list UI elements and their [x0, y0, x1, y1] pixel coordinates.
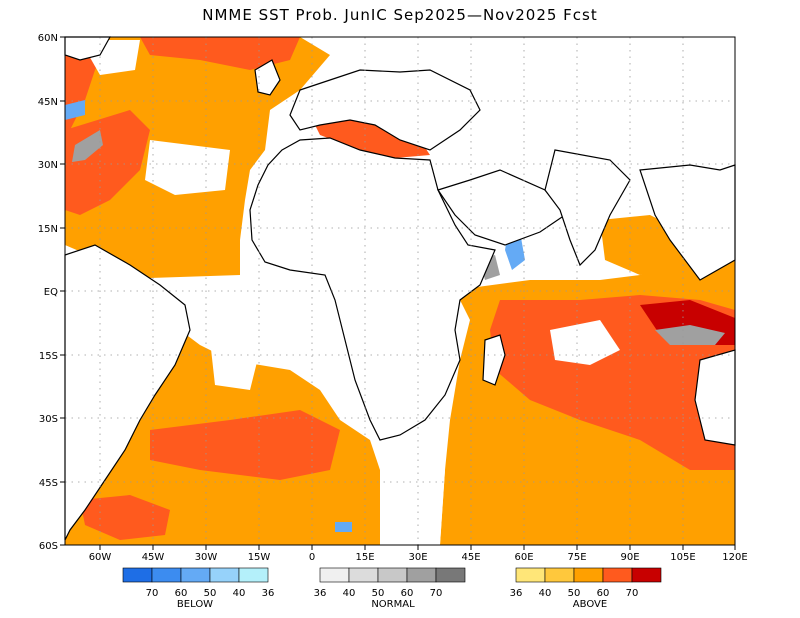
lon-label: 30W: [195, 552, 218, 563]
lat-label: 15S: [39, 351, 58, 362]
legend-tick: 60: [401, 588, 414, 599]
lon-label: 0: [309, 552, 315, 563]
graticule: [65, 37, 735, 545]
legend-tick: 50: [568, 588, 581, 599]
lon-label: 45W: [142, 552, 165, 563]
above-region-labrador: [140, 37, 300, 70]
lat-label: 60S: [39, 541, 58, 552]
legend-tick: 40: [233, 588, 246, 599]
india-outline: [544, 149, 631, 267]
legend-title-normal: NORMAL: [371, 599, 415, 610]
uk-outline: [254, 59, 281, 96]
legend-tick: 40: [343, 588, 356, 599]
tick-marks: [60, 36, 736, 550]
australia-outline: [694, 349, 736, 446]
legend-swatch: [122, 567, 153, 583]
legend-title-below: BELOW: [177, 599, 213, 610]
legend-tick: 70: [146, 588, 159, 599]
land-masses: [64, 36, 736, 541]
south-america-outline: [64, 244, 191, 541]
no-signal-gap-indian: [550, 320, 620, 365]
europe-outline: [289, 69, 481, 151]
lon-label: 30E: [408, 552, 427, 563]
longitude-labels: 60W 45W 30W 15W 0 15E 30E 45E 60E 75E 90…: [89, 552, 748, 563]
legend-swatch: [435, 567, 466, 583]
lon-label: 90E: [620, 552, 639, 563]
lat-label: 45N: [38, 97, 58, 108]
legend-swatch: [319, 567, 350, 583]
legend-tick: 60: [175, 588, 188, 599]
legend-normal: 36 40 50 60 70 NORMAL: [314, 567, 466, 610]
no-signal-gap-south-atlantic: [210, 340, 260, 390]
legend-tick: 50: [372, 588, 385, 599]
legend-tick: 40: [539, 588, 552, 599]
legend-above: 36 40 50 60 70 ABOVE: [510, 567, 662, 610]
legend-tick: 36: [262, 588, 275, 599]
lon-label: 120E: [722, 552, 747, 563]
lon-label: 60E: [514, 552, 533, 563]
lon-label: 75E: [567, 552, 586, 563]
legend-title-above: ABOVE: [573, 599, 607, 610]
lon-label: 15W: [248, 552, 271, 563]
lat-label: 60N: [38, 33, 58, 44]
legend-tick: 50: [204, 588, 217, 599]
lon-label: 15E: [355, 552, 374, 563]
legend-swatch: [631, 567, 662, 583]
lat-label: 30S: [39, 414, 58, 425]
forecast-shading: [65, 37, 735, 545]
legend-swatch: [377, 567, 408, 583]
normal-region-northwest-atlantic: [72, 130, 103, 162]
madagascar-outline: [482, 334, 506, 386]
lon-label: 60W: [89, 552, 112, 563]
lat-label: 15N: [38, 224, 58, 235]
legend-swatch: [573, 567, 604, 583]
legend-swatch: [602, 567, 633, 583]
no-signal-gap-south: [380, 470, 445, 545]
legend-swatch: [515, 567, 546, 583]
arabia-outline: [437, 169, 566, 246]
legend-swatch: [151, 567, 182, 583]
above-region-drake: [80, 495, 170, 540]
below-region-south-atlantic: [335, 522, 352, 532]
legend-tick: 70: [626, 588, 639, 599]
legend-swatch: [209, 567, 240, 583]
legend-below: 70 60 50 40 36 BELOW: [122, 567, 275, 610]
legend-swatch: [544, 567, 575, 583]
no-signal-gap-1: [145, 140, 230, 195]
legend-swatch: [238, 567, 269, 583]
lat-label: 30N: [38, 160, 58, 171]
lon-label: 45E: [461, 552, 480, 563]
lon-label: 105E: [670, 552, 695, 563]
below-region-northwest-atlantic: [65, 100, 85, 120]
latitude-labels: 60N 45N 30N 15N EQ 15S 30S 45S 60S: [38, 33, 58, 552]
legend-tick: 70: [430, 588, 443, 599]
legend-swatch: [406, 567, 437, 583]
legend-swatch: [348, 567, 379, 583]
above-region-gulf-stream: [65, 110, 150, 215]
above-region-south-atlantic-core: [150, 410, 340, 480]
southeast-asia-outline: [639, 164, 736, 281]
map-title: NMME SST Prob. JunIC Sep2025—Nov2025 Fcs…: [202, 6, 598, 24]
lat-label: EQ: [44, 287, 58, 298]
africa-outline: [249, 137, 496, 441]
legend-tick: 60: [597, 588, 610, 599]
legend-tick: 36: [314, 588, 327, 599]
legend-tick: 36: [510, 588, 523, 599]
normal-region-indonesia: [655, 325, 725, 345]
lat-label: 45S: [39, 478, 58, 489]
legend-swatch: [180, 567, 211, 583]
